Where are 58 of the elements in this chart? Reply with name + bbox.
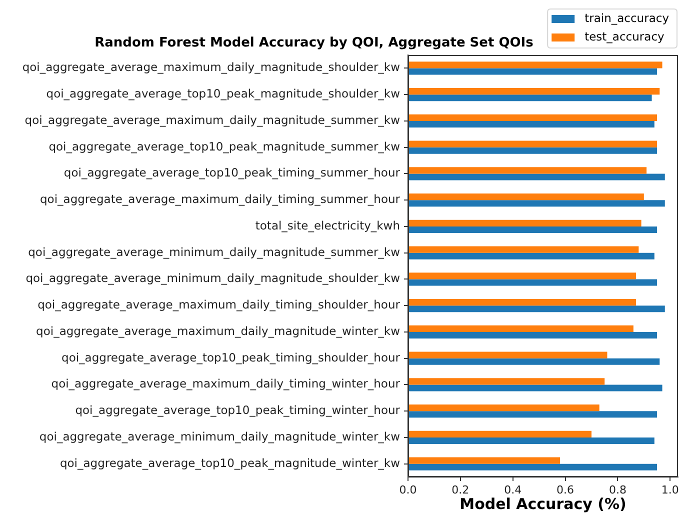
y-tick-label: qoi_aggregate_average_maximum_daily_timing_shoulder_hour <box>38 298 400 312</box>
y-tick-label: qoi_aggregate_average_maximum_daily_magnitude_shoulder_kw <box>22 60 400 74</box>
bar <box>408 226 658 234</box>
bar <box>408 246 639 253</box>
bar <box>408 147 658 154</box>
x-tick-label: 0.4 <box>504 483 522 496</box>
bar <box>408 279 658 286</box>
legend-label: test_accuracy <box>584 29 665 44</box>
y-tick-label: qoi_aggregate_average_minimum_daily_magnitude_winter_kw <box>39 429 400 444</box>
y-tick-label: qoi_aggregate_average_top10_peak_timing_shoulder_hour <box>62 350 400 364</box>
bar <box>408 252 654 260</box>
bar <box>408 193 644 200</box>
bar <box>408 358 660 365</box>
bar <box>408 68 658 75</box>
bar <box>408 325 634 332</box>
x-tick-label: 0.2 <box>452 483 470 496</box>
bar <box>408 140 658 148</box>
y-tick-label: qoi_aggregate_average_top10_peak_magnitude_summer_kw <box>48 139 400 154</box>
y-tick-label: qoi_aggregate_average_top10_peak_magnitude_shoulder_kw <box>46 86 400 101</box>
y-tick-label: qoi_aggregate_average_maximum_daily_magnitude_winter_kw <box>36 324 400 338</box>
x-tick-label: 0.8 <box>608 483 626 496</box>
y-tick-label: qoi_aggregate_average_maximum_daily_timing_winter_hour <box>51 376 400 391</box>
bar <box>408 114 658 121</box>
y-tick-label: total_site_electricity_kwh <box>255 218 400 232</box>
bar <box>408 174 665 180</box>
x-tick-label: 0.0 <box>399 483 417 496</box>
bar <box>408 298 636 306</box>
y-tick-label: qoi_aggregate_average_top10_peak_timing_winter_hour <box>75 403 400 418</box>
bar <box>408 464 658 470</box>
bar <box>408 404 600 412</box>
y-tick-label: qoi_aggregate_average_minimum_daily_magnitude_summer_kw <box>28 244 400 259</box>
bar <box>408 200 665 207</box>
y-tick-label: qoi_aggregate_average_top10_peak_timing_summer_hour <box>64 166 400 180</box>
bar <box>408 332 658 339</box>
y-tick-label: qoi_aggregate_average_minimum_daily_magnitude_shoulder_kw <box>26 271 400 286</box>
bar <box>408 378 605 385</box>
bar <box>408 430 592 438</box>
bar <box>408 120 654 128</box>
bar <box>408 352 608 358</box>
legend-label: train_accuracy <box>584 10 670 25</box>
chart-title: Random Forest Model Accuracy by QOI, Aggregate Set QOIs <box>94 35 534 50</box>
y-tick-label: qoi_aggregate_average_maximum_daily_magnitude_summer_kw <box>24 112 400 127</box>
bar <box>408 167 647 174</box>
x-tick-label: 1.0 <box>661 483 679 496</box>
bar <box>408 457 560 464</box>
bar <box>408 384 662 392</box>
bar <box>408 88 660 95</box>
bar <box>408 306 665 312</box>
x-axis-title: Model Accuracy (%) <box>460 494 626 513</box>
bar <box>408 437 654 444</box>
bar <box>408 94 652 102</box>
bar <box>408 411 658 418</box>
bar <box>408 272 636 280</box>
x-tick-label: 0.6 <box>556 483 574 496</box>
y-tick-label: qoi_aggregate_average_maximum_daily_timing_summer_hour <box>40 192 400 206</box>
bar <box>408 220 642 226</box>
y-tick-label: qoi_aggregate_average_top10_peak_magnitude_winter_kw <box>60 456 400 470</box>
bar <box>408 62 662 68</box>
